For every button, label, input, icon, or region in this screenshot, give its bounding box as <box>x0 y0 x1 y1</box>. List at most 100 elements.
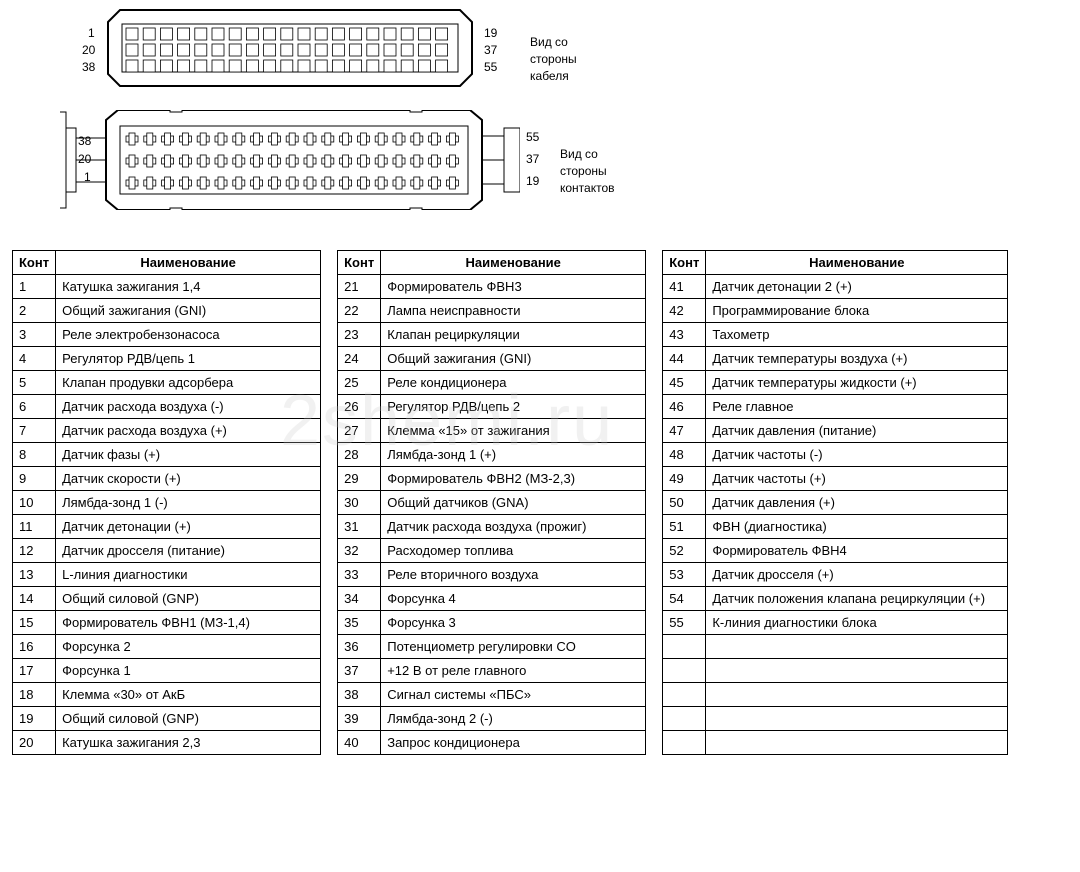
cell-pin <box>663 707 706 731</box>
cell-pin: 25 <box>338 371 381 395</box>
cell-name <box>706 659 1008 683</box>
cell-name: +12 В от реле главного <box>381 659 646 683</box>
table-row: 9Датчик скорости (+) <box>13 467 321 491</box>
table-row: 20Катушка зажигания 2,3 <box>13 731 321 755</box>
cell-pin: 46 <box>663 395 706 419</box>
table-row: 1Катушка зажигания 1,4 <box>13 275 321 299</box>
cell-pin: 35 <box>338 611 381 635</box>
cell-name: Реле электробензонасоса <box>56 323 321 347</box>
cell-name <box>706 707 1008 731</box>
cell-name: Формирователь ФВН2 (МЗ-2,3) <box>381 467 646 491</box>
cell-name: Датчик дросселя (+) <box>706 563 1008 587</box>
table-row: 11Датчик детонации (+) <box>13 515 321 539</box>
table-row: 34Форсунка 4 <box>338 587 646 611</box>
table-row: 39Лямбда-зонд 2 (-) <box>338 707 646 731</box>
cell-pin: 14 <box>13 587 56 611</box>
cell-name: Лямбда-зонд 2 (-) <box>381 707 646 731</box>
cell-name: Регулятор РДВ/цепь 2 <box>381 395 646 419</box>
connector-svg-bottom <box>60 110 520 210</box>
table-row: 36Потенциометр регулировки CO <box>338 635 646 659</box>
table-row: 22Лампа неисправности <box>338 299 646 323</box>
cell-pin: 29 <box>338 467 381 491</box>
cell-pin: 11 <box>13 515 56 539</box>
header-pin: Конт <box>13 251 56 275</box>
cell-name: Клемма «30» от АкБ <box>56 683 321 707</box>
table-row: 29Формирователь ФВН2 (МЗ-2,3) <box>338 467 646 491</box>
cell-name: Клапан рециркуляции <box>381 323 646 347</box>
cell-name: Датчик температуры жидкости (+) <box>706 371 1008 395</box>
table-row: 16Форсунка 2 <box>13 635 321 659</box>
pin-label: 38 <box>82 60 95 74</box>
cell-pin: 10 <box>13 491 56 515</box>
table-row: 21Формирователь ФВН3 <box>338 275 646 299</box>
cell-pin: 18 <box>13 683 56 707</box>
table-row: 5Клапан продувки адсорбера <box>13 371 321 395</box>
pin-label: 20 <box>78 152 91 166</box>
cell-pin: 28 <box>338 443 381 467</box>
cell-name: Форсунка 3 <box>381 611 646 635</box>
table-row: 32Расходомер топлива <box>338 539 646 563</box>
cell-pin: 2 <box>13 299 56 323</box>
cell-name: Лямбда-зонд 1 (-) <box>56 491 321 515</box>
cell-name: Датчик детонации (+) <box>56 515 321 539</box>
cell-name: Общий зажигания (GNI) <box>381 347 646 371</box>
cell-pin: 3 <box>13 323 56 347</box>
table-row: 43Тахометр <box>663 323 1008 347</box>
table-row: 2Общий зажигания (GNI) <box>13 299 321 323</box>
cell-name: Датчик расхода воздуха (прожиг) <box>381 515 646 539</box>
cell-pin: 5 <box>13 371 56 395</box>
table-row: 38Сигнал системы «ПБС» <box>338 683 646 707</box>
table-row: 28Лямбда-зонд 1 (+) <box>338 443 646 467</box>
cell-name: Тахометр <box>706 323 1008 347</box>
table-row: 12Датчик дросселя (питание) <box>13 539 321 563</box>
table-row <box>663 731 1008 755</box>
header-pin: Конт <box>338 251 381 275</box>
cell-name: Формирователь ФВН4 <box>706 539 1008 563</box>
table-header-row: Конт Наименование <box>338 251 646 275</box>
table-row: 30Общий датчиков (GNA) <box>338 491 646 515</box>
cell-name: Формирователь ФВН1 (МЗ-1,4) <box>56 611 321 635</box>
cell-name: Катушка зажигания 2,3 <box>56 731 321 755</box>
cell-pin: 15 <box>13 611 56 635</box>
cell-pin: 42 <box>663 299 706 323</box>
pin-label: 20 <box>82 43 95 57</box>
table-row: 35Форсунка 3 <box>338 611 646 635</box>
connector-contacts-side: 38 20 1 55 37 <box>60 110 520 210</box>
cell-pin: 8 <box>13 443 56 467</box>
connector-caption: Вид со стороны кабеля <box>530 34 577 84</box>
table-row: 15Формирователь ФВН1 (МЗ-1,4) <box>13 611 321 635</box>
cell-pin: 31 <box>338 515 381 539</box>
cell-name: Датчик давления (питание) <box>706 419 1008 443</box>
cell-pin: 12 <box>13 539 56 563</box>
cell-name: Клапан продувки адсорбера <box>56 371 321 395</box>
table-row: 46Реле главное <box>663 395 1008 419</box>
cell-pin: 17 <box>13 659 56 683</box>
cell-pin: 43 <box>663 323 706 347</box>
cell-name: Расходомер топлива <box>381 539 646 563</box>
cell-pin: 13 <box>13 563 56 587</box>
cell-pin: 33 <box>338 563 381 587</box>
cell-pin: 55 <box>663 611 706 635</box>
cell-pin: 16 <box>13 635 56 659</box>
cell-name: Общий датчиков (GNA) <box>381 491 646 515</box>
table-row: 14Общий силовой (GNP) <box>13 587 321 611</box>
cell-pin: 45 <box>663 371 706 395</box>
table-row: 50Датчик давления (+) <box>663 491 1008 515</box>
table-row: 49Датчик частоты (+) <box>663 467 1008 491</box>
cell-name: Катушка зажигания 1,4 <box>56 275 321 299</box>
pin-label: 1 <box>84 170 91 184</box>
cell-name: Датчик частоты (-) <box>706 443 1008 467</box>
cell-name: Реле кондиционера <box>381 371 646 395</box>
pin-label: 38 <box>78 134 91 148</box>
cell-name: ФВН (диагностика) <box>706 515 1008 539</box>
pinout-table-3: Конт Наименование 41Датчик детонации 2 (… <box>662 250 1008 755</box>
cell-pin: 27 <box>338 419 381 443</box>
cell-pin: 44 <box>663 347 706 371</box>
cell-name: Программирование блока <box>706 299 1008 323</box>
cell-pin: 21 <box>338 275 381 299</box>
cell-pin: 38 <box>338 683 381 707</box>
cell-pin: 34 <box>338 587 381 611</box>
cell-name: Датчик температуры воздуха (+) <box>706 347 1008 371</box>
cell-name: К-линия диагностики блока <box>706 611 1008 635</box>
cell-name: Клемма «15» от зажигания <box>381 419 646 443</box>
